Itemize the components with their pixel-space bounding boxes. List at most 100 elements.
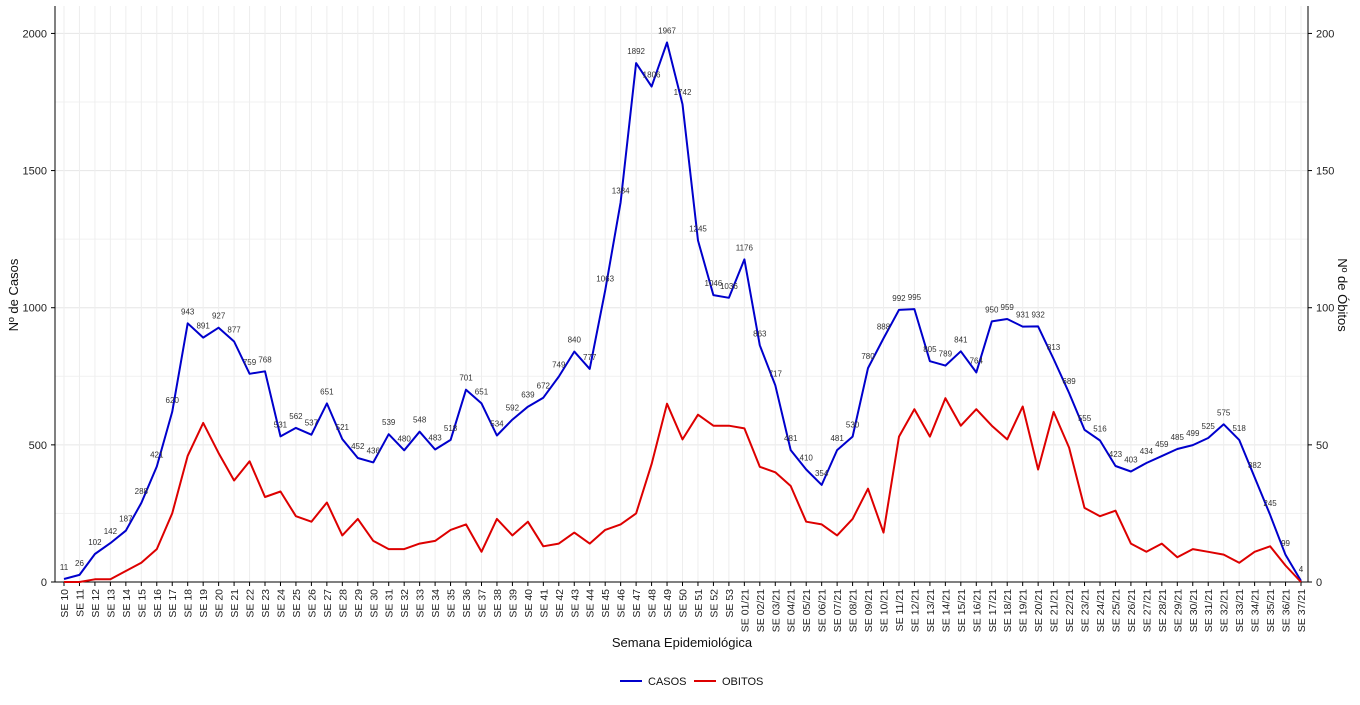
x-tick-label: SE 31/21 [1203, 589, 1215, 632]
x-tick-label: SE 18/21 [1002, 589, 1014, 632]
data-label: 480 [397, 434, 411, 443]
y-tick-left-label: 500 [29, 440, 47, 452]
data-label: 459 [1155, 440, 1169, 449]
x-tick-label: SE 35 [446, 589, 458, 618]
data-label: 927 [212, 312, 226, 321]
data-label: 434 [1140, 447, 1154, 456]
data-label: 717 [769, 369, 783, 378]
data-label: 689 [1062, 377, 1076, 386]
data-label: 959 [1001, 303, 1015, 312]
data-label: 592 [506, 404, 520, 413]
x-tick-label: SE 26/21 [1126, 589, 1138, 632]
data-label: 841 [954, 335, 968, 344]
y-tick-left-label: 1500 [23, 166, 47, 178]
x-tick-label: SE 10 [59, 589, 71, 618]
x-tick-label: SE 41 [538, 589, 550, 618]
legend-label-casos: CASOS [648, 676, 687, 688]
x-tick-label: SE 33/21 [1234, 589, 1246, 632]
data-label: 452 [351, 442, 365, 451]
x-tick-label: SE 15 [136, 589, 148, 618]
data-label: 1742 [674, 88, 692, 97]
data-label: 639 [521, 391, 535, 400]
data-label: 651 [320, 387, 334, 396]
data-label: 575 [1217, 408, 1231, 417]
x-tick-label: SE 37/21 [1296, 589, 1308, 632]
data-label: 525 [1202, 422, 1216, 431]
data-label: 382 [1248, 461, 1262, 470]
grid-lines [55, 6, 1308, 583]
series-lines [63, 41, 1302, 583]
x-tick-label: SE 11/21 [894, 589, 906, 632]
x-tick-label: SE 21 [229, 589, 241, 618]
x-tick-label: SE 03/21 [770, 589, 782, 632]
data-label: 1176 [736, 243, 754, 252]
x-tick-label: SE 53 [724, 589, 736, 618]
y-tick-left-label: 2000 [23, 28, 47, 40]
y-tick-right-label: 50 [1316, 440, 1328, 452]
data-label: 548 [413, 416, 427, 425]
data-label: 403 [1124, 455, 1138, 464]
x-tick-label: SE 45 [600, 589, 612, 618]
y-tick-right-label: 150 [1316, 166, 1334, 178]
x-tick-label: SE 37 [476, 589, 488, 618]
data-label: 1806 [643, 71, 661, 80]
data-label: 436 [367, 446, 381, 455]
x-tick-label: SE 30/21 [1188, 589, 1200, 632]
x-tick-label: SE 29 [353, 589, 365, 618]
data-label: 813 [1047, 343, 1061, 352]
x-tick-label: SE 22 [245, 589, 257, 618]
x-tick-label: SE 25 [291, 589, 303, 618]
data-label: 354 [815, 469, 829, 478]
y-tick-right-label: 0 [1316, 577, 1322, 589]
data-label: 1967 [658, 26, 676, 35]
data-label: 620 [166, 396, 180, 405]
series-line-obitos [64, 397, 1302, 583]
x-tick-label: SE 24/21 [1095, 589, 1107, 632]
x-tick-label: SE 19/21 [1018, 589, 1030, 632]
data-label: 651 [475, 387, 489, 396]
data-label: 99 [1281, 539, 1290, 548]
data-label: 481 [784, 434, 798, 443]
x-tick-label: SE 22/21 [1064, 589, 1076, 632]
x-tick-label: SE 08/21 [848, 589, 860, 632]
x-tick-label: SE 36 [461, 589, 473, 618]
data-label: 499 [1186, 429, 1200, 438]
x-tick-label: SE 13/21 [925, 589, 937, 632]
data-label: 4 [1299, 565, 1304, 574]
x-tick-label: SE 06/21 [817, 589, 829, 632]
x-tick-label: SE 49 [662, 589, 674, 618]
data-label: 1892 [627, 47, 645, 56]
x-tick-label: SE 11 [74, 589, 86, 617]
data-label: 518 [444, 424, 458, 433]
x-tick-label: SE 21/21 [1049, 589, 1061, 632]
data-label: 562 [289, 412, 303, 421]
x-tick-label: SE 10/21 [879, 589, 891, 632]
x-tick-label: SE 32/21 [1219, 589, 1231, 632]
data-label: 891 [196, 322, 210, 331]
data-label: 26 [75, 559, 84, 568]
data-label: 950 [985, 305, 999, 314]
x-tick-label: SE 24 [275, 589, 287, 618]
x-tick-label: SE 36/21 [1281, 589, 1293, 632]
x-tick-label: SE 50 [678, 589, 690, 618]
data-label: 537 [305, 419, 319, 428]
x-tick-label: SE 28/21 [1157, 589, 1169, 632]
axes: 0 500 1000 1500 2000 0 50 100 150 200 SE 10 SE 11 SE… [23, 6, 1334, 632]
data-label: 931 [1016, 311, 1030, 320]
x-tick-label: SE 46 [616, 589, 628, 618]
data-label: 288 [135, 487, 149, 496]
x-tick-label: SE 34/21 [1250, 589, 1262, 632]
x-tick-label: SE 16 [152, 589, 164, 618]
x-tick-label: SE 02/21 [755, 589, 767, 632]
x-tick-label: SE 14/21 [940, 589, 952, 632]
x-tick-label: SE 07/21 [832, 589, 844, 632]
data-label: 410 [800, 454, 814, 463]
data-label: 840 [568, 336, 582, 345]
x-tick-label: SE 40 [523, 589, 535, 618]
data-label: 1036 [720, 282, 738, 291]
data-label: 518 [1232, 424, 1246, 433]
x-tick-label: SE 17/21 [987, 589, 999, 632]
x-tick-label: SE 33 [415, 589, 427, 618]
